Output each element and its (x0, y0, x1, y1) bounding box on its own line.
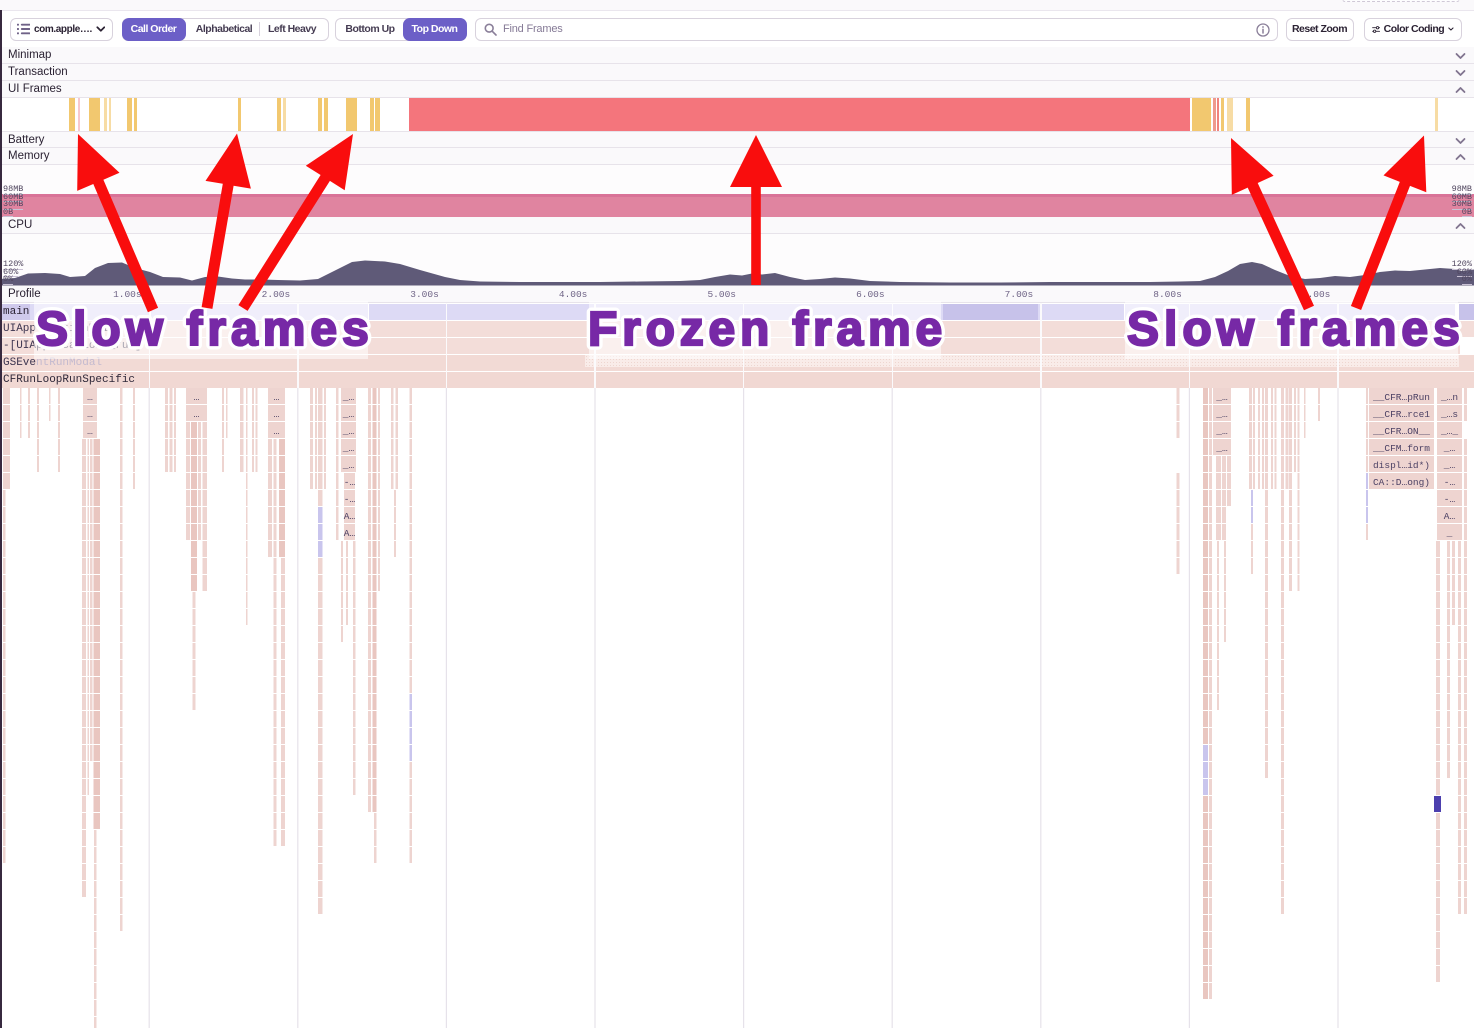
svg-text:A…: A… (344, 511, 356, 522)
svg-text:_…: _… (342, 443, 355, 454)
svg-text:CA::D…ong): CA::D…ong) (1373, 477, 1430, 488)
svg-text:A…: A… (344, 528, 356, 539)
svg-text:Slow frames: Slow frames (1127, 303, 1465, 356)
svg-text:A…: A… (1444, 511, 1456, 522)
svg-text:…: … (87, 392, 93, 403)
svg-text:Slow frames: Slow frames (1127, 303, 1465, 356)
svg-text:_…: _… (1443, 460, 1456, 471)
svg-text:-…: -… (1444, 494, 1456, 505)
svg-text:…: … (194, 409, 200, 420)
svg-text:_…: _… (342, 426, 355, 437)
svg-text:_…: _… (1215, 392, 1228, 403)
svg-text:_…s: _…s (1440, 409, 1458, 420)
svg-text:-…: -… (1444, 477, 1456, 488)
svg-text:__CFR…rce1: __CFR…rce1 (1372, 409, 1430, 420)
svg-text:_…: _… (1443, 443, 1456, 454)
svg-text:Frozen frame: Frozen frame (588, 303, 947, 356)
svg-text:…: … (87, 409, 93, 420)
svg-text:Slow frames: Slow frames (36, 303, 374, 356)
svg-text:…: … (274, 426, 280, 437)
svg-text:_…: _… (342, 409, 355, 420)
svg-text:_…: _… (1215, 443, 1228, 454)
svg-text:Frozen frame: Frozen frame (588, 303, 947, 356)
svg-text:__CFR…ON__: __CFR…ON__ (1372, 426, 1430, 437)
svg-text:…: … (87, 426, 93, 437)
svg-text:_: _ (1446, 528, 1453, 539)
svg-text:-…: -… (344, 477, 356, 488)
svg-text:__CFR…pRun: __CFR…pRun (1372, 392, 1430, 403)
svg-text:_…: _… (342, 460, 355, 471)
svg-text:_…n: _…n (1440, 392, 1458, 403)
svg-text:__CFM…form: __CFM…form (1372, 443, 1430, 454)
svg-text:_…: _… (1215, 409, 1228, 420)
svg-text:…: … (274, 409, 280, 420)
svg-text:_…: _… (342, 392, 355, 403)
svg-text:displ…id*): displ…id*) (1373, 460, 1430, 471)
svg-text:_…: _… (1215, 426, 1228, 437)
svg-text:…: … (194, 392, 200, 403)
svg-text:…: … (274, 392, 280, 403)
svg-text:-…: -… (344, 494, 356, 505)
svg-text:Slow frames: Slow frames (36, 303, 374, 356)
svg-text:_…_: _…_ (1440, 426, 1458, 437)
